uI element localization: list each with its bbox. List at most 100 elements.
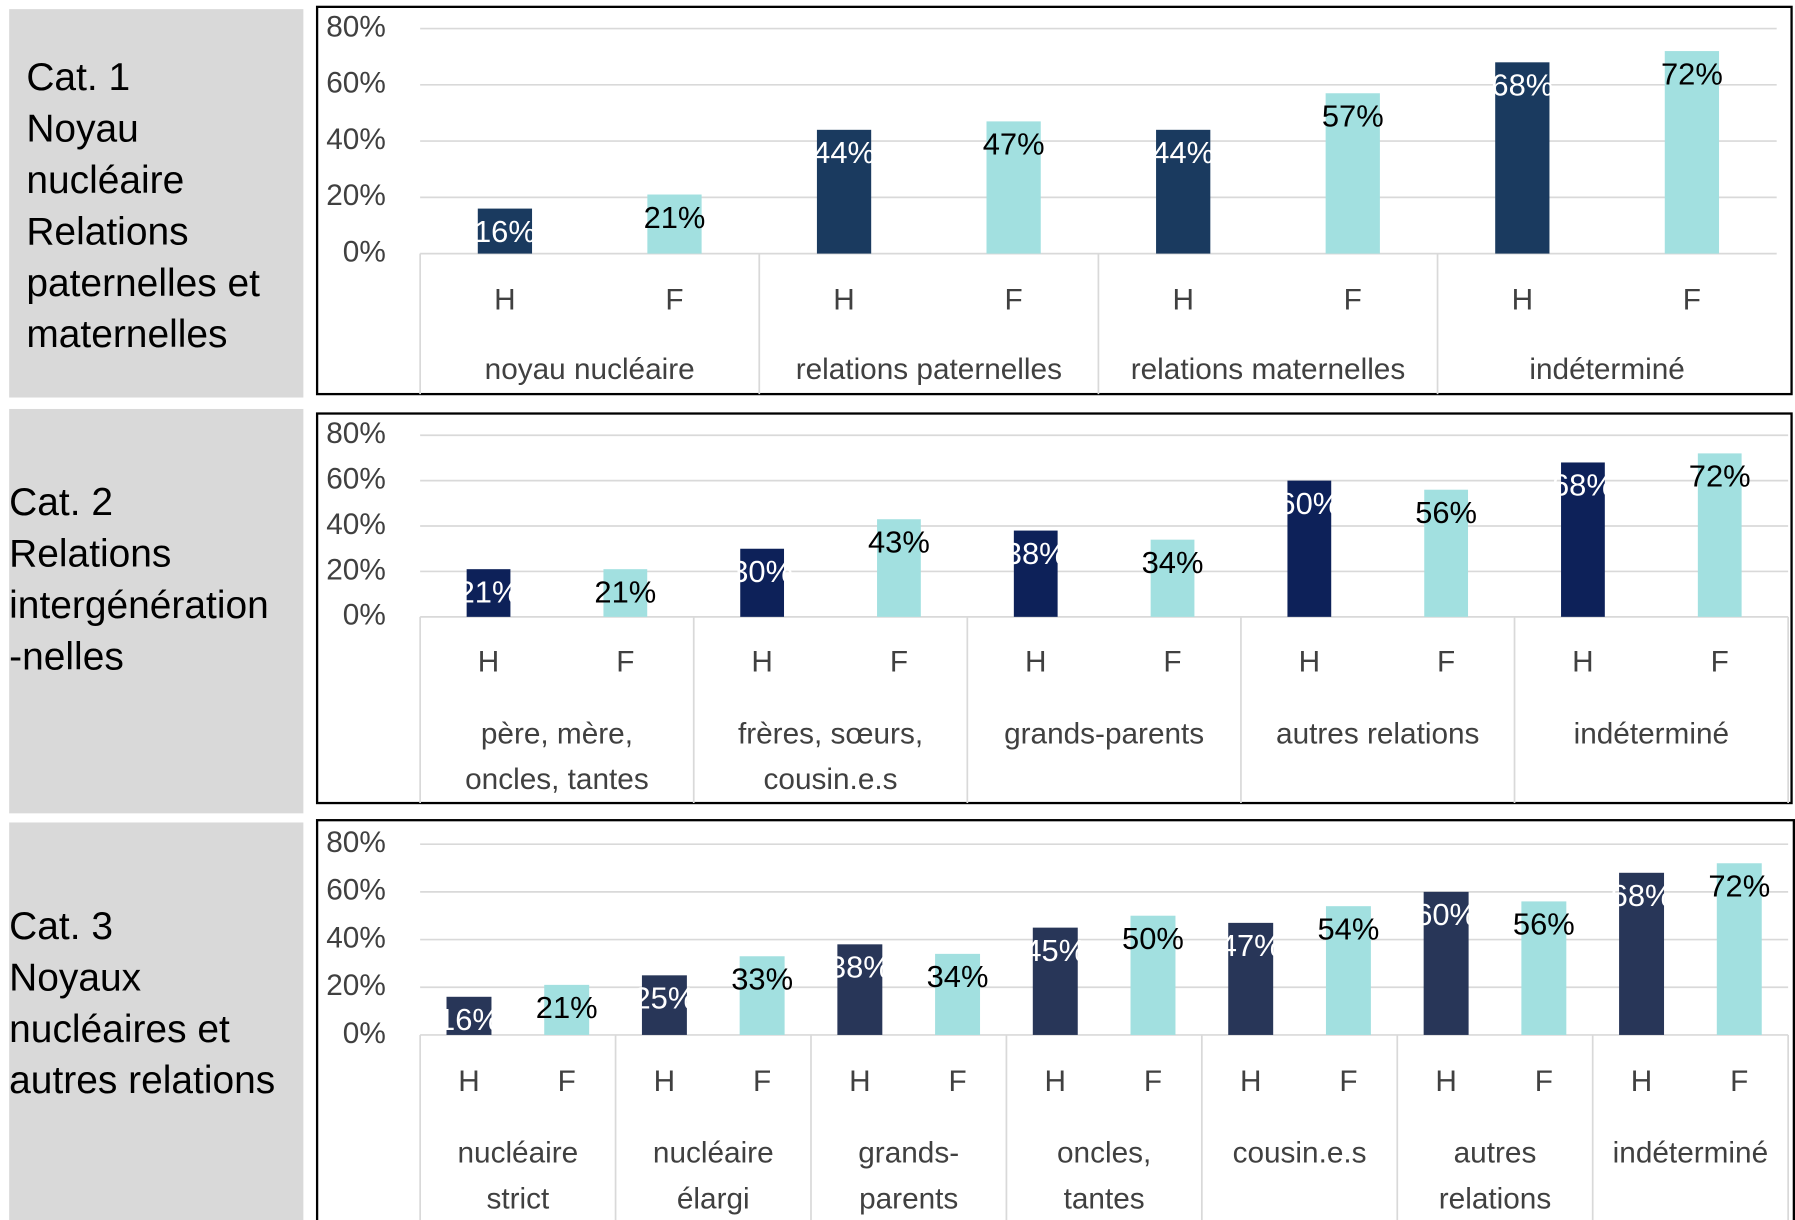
bar bbox=[986, 121, 1041, 254]
bar bbox=[837, 944, 883, 1035]
side-label: Noyaux bbox=[9, 956, 142, 999]
group-label: noyau nucléaire bbox=[485, 353, 695, 386]
value-label: 16% bbox=[474, 214, 536, 249]
side-label: Relations bbox=[9, 533, 171, 576]
bar bbox=[1521, 901, 1567, 1035]
bar bbox=[1716, 863, 1762, 1035]
bar bbox=[1130, 915, 1176, 1035]
group-label: relations bbox=[1439, 1182, 1551, 1215]
bar bbox=[816, 129, 872, 254]
side-label: Cat. 2 bbox=[9, 481, 113, 524]
sub-category-label: H bbox=[1045, 1065, 1066, 1098]
value-label: 21% bbox=[458, 574, 520, 609]
sub-category-label: H bbox=[478, 646, 499, 679]
sub-category-label: F bbox=[1005, 283, 1023, 316]
sub-category-label: F bbox=[890, 646, 908, 679]
bar bbox=[1619, 872, 1665, 1035]
sub-category-label: H bbox=[1172, 283, 1193, 316]
value-label: 30% bbox=[731, 554, 793, 589]
bar bbox=[477, 208, 533, 254]
sub-category-label: H bbox=[1299, 646, 1320, 679]
sub-category-label: F bbox=[1163, 646, 1181, 679]
sub-category-label: F bbox=[1683, 283, 1701, 316]
side-label: Noyau bbox=[26, 108, 138, 151]
value-label: 57% bbox=[1322, 99, 1384, 134]
sub-category-label: H bbox=[1631, 1065, 1652, 1098]
sub-category-label: H bbox=[654, 1065, 675, 1098]
side-label: maternelles bbox=[26, 313, 227, 356]
bar bbox=[641, 975, 687, 1035]
sub-category-label: F bbox=[1437, 646, 1455, 679]
y-tick-label: 80% bbox=[326, 10, 386, 43]
value-label: 44% bbox=[1152, 135, 1214, 170]
bar bbox=[466, 569, 511, 617]
sub-category-label: F bbox=[1711, 646, 1729, 679]
value-label: 16% bbox=[438, 1002, 500, 1037]
group-label: cousin.e.s bbox=[764, 763, 898, 796]
bar bbox=[1150, 539, 1195, 617]
value-label: 60% bbox=[1278, 486, 1340, 521]
y-tick-label: 20% bbox=[326, 179, 386, 212]
sub-category-label: H bbox=[751, 646, 772, 679]
value-label: 33% bbox=[731, 962, 793, 997]
sub-category-label: F bbox=[1344, 283, 1362, 316]
sub-category-label: F bbox=[665, 283, 683, 316]
side-label: Relations bbox=[26, 210, 188, 253]
side-cell bbox=[9, 9, 304, 398]
y-tick-label: 80% bbox=[326, 826, 386, 859]
group-label: grands-parents bbox=[1004, 718, 1204, 751]
side-label: paternelles et bbox=[26, 262, 260, 305]
value-label: 34% bbox=[927, 959, 989, 994]
group-label: tantes bbox=[1064, 1182, 1145, 1215]
value-label: 60% bbox=[1415, 897, 1477, 932]
bar bbox=[739, 956, 785, 1035]
side-label: nucléaires et bbox=[9, 1008, 230, 1051]
y-tick-label: 40% bbox=[326, 123, 386, 156]
bar bbox=[1156, 129, 1211, 254]
sub-category-label: F bbox=[1535, 1065, 1553, 1098]
group-label: autres bbox=[1454, 1137, 1537, 1170]
y-tick-label: 0% bbox=[343, 235, 386, 268]
bar bbox=[544, 984, 590, 1035]
group-label: relations paternelles bbox=[796, 353, 1062, 386]
bar bbox=[1423, 891, 1469, 1035]
bar bbox=[1287, 480, 1332, 617]
value-label: 38% bbox=[1005, 536, 1067, 571]
sub-category-label: H bbox=[494, 283, 515, 316]
sub-category-label: F bbox=[1730, 1065, 1748, 1098]
value-label: 38% bbox=[829, 950, 891, 985]
value-label: 47% bbox=[983, 127, 1045, 162]
bar bbox=[1325, 906, 1371, 1035]
bar bbox=[1228, 922, 1274, 1035]
value-label: 56% bbox=[1513, 907, 1575, 942]
sub-category-label: F bbox=[1339, 1065, 1357, 1098]
side-label: Cat. 3 bbox=[9, 905, 113, 948]
side-label: nucléaire bbox=[26, 159, 184, 202]
group-label: père, mère, bbox=[481, 718, 633, 751]
value-label: 56% bbox=[1415, 495, 1477, 530]
bar bbox=[877, 519, 921, 617]
bar bbox=[740, 548, 785, 617]
value-label: 44% bbox=[813, 135, 875, 170]
side-label: intergénération bbox=[9, 584, 269, 627]
bar bbox=[603, 569, 648, 617]
sub-category-label: H bbox=[1240, 1065, 1261, 1098]
sub-category-label: F bbox=[948, 1065, 966, 1098]
bar bbox=[1697, 453, 1742, 617]
y-tick-label: 40% bbox=[326, 921, 386, 954]
y-tick-label: 20% bbox=[326, 553, 386, 586]
group-label: oncles, bbox=[1057, 1137, 1151, 1170]
value-label: 68% bbox=[1491, 68, 1553, 103]
group-label: nucléaire bbox=[457, 1137, 578, 1170]
sub-category-label: F bbox=[753, 1065, 771, 1098]
y-tick-label: 60% bbox=[326, 874, 386, 907]
group-label: relations maternelles bbox=[1131, 353, 1405, 386]
group-label: cousin.e.s bbox=[1233, 1137, 1367, 1170]
bar bbox=[446, 996, 492, 1035]
value-label: 72% bbox=[1708, 869, 1770, 904]
bar bbox=[935, 953, 981, 1035]
sub-category-label: F bbox=[558, 1065, 576, 1098]
y-tick-label: 40% bbox=[326, 508, 386, 541]
